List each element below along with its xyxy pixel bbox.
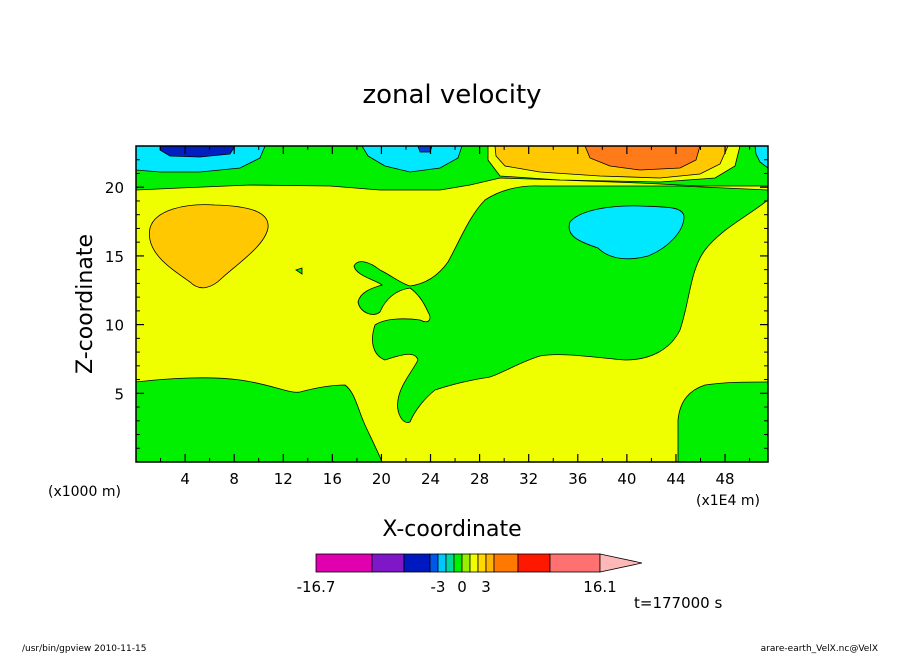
colorbar-segment	[429, 553, 439, 573]
colorbar-arrow	[599, 553, 643, 573]
region-green-bottom-left	[136, 377, 383, 462]
x-tick-label: 24	[421, 470, 440, 488]
colorbar-segment	[549, 553, 601, 573]
region-cyan-top-corner	[754, 146, 768, 169]
chart-title: zonal velocity	[362, 80, 541, 110]
colorbar-segment	[403, 553, 431, 573]
footer-right: arare-earth_VelX.nc@VelX	[761, 644, 878, 654]
x-tick-label: 20	[372, 470, 391, 488]
region-orange-blob-left	[148, 204, 269, 289]
y-axis: 5 10 15 20	[105, 145, 768, 449]
colorbar-tick-label: 3	[481, 578, 491, 596]
region-blue-top-left	[159, 146, 236, 158]
x-tick-label: 44	[666, 470, 685, 488]
colorbar-segment	[437, 553, 447, 573]
x-tick-label: 40	[617, 470, 636, 488]
colorbar-segment	[453, 553, 463, 573]
y-tick-label: 10	[105, 317, 124, 335]
x-tick-label: 8	[229, 470, 239, 488]
x-tick-label: 36	[568, 470, 587, 488]
y-tick-label: 5	[114, 385, 124, 403]
colorbar-segment	[461, 553, 471, 573]
colorbar-segment	[517, 553, 551, 573]
x-tick-label: 28	[470, 470, 489, 488]
plot-frame	[135, 145, 769, 463]
x-tick-label: 16	[323, 470, 342, 488]
time-label: t=177000 s	[634, 594, 722, 612]
x-axis-label: X-coordinate	[382, 517, 521, 542]
x-tick-label: 48	[716, 470, 735, 488]
region-cyan-blob-right	[568, 205, 685, 260]
y-unit-label: (x1000 m)	[48, 484, 121, 500]
y-axis-label: Z-coordinate	[73, 234, 98, 374]
colorbar-segment	[371, 553, 405, 573]
colorbar-segment	[485, 553, 495, 573]
region-green-bottom-right	[677, 381, 768, 462]
region-cyan-top-mid	[361, 146, 463, 173]
colorbar-tick-label: -16.7	[297, 578, 336, 596]
x-tick-label: 12	[274, 470, 293, 488]
region-small-blob	[295, 267, 303, 275]
footer-left: /usr/bin/gpview 2010-11-15	[22, 644, 146, 654]
region-darkorange-top-right	[584, 146, 701, 171]
y-tick-label: 20	[105, 179, 124, 197]
colorbar-segment	[477, 553, 487, 573]
x-axis: 4 8 12 16 20 24 28 32 36 40 44 48	[160, 146, 751, 488]
x-tick-label: 32	[519, 470, 538, 488]
colorbar-tick-label: 0	[457, 578, 467, 596]
colorbar-segment	[315, 553, 373, 573]
colorbar-segment	[445, 553, 455, 573]
x-tick-label: 4	[180, 470, 190, 488]
colorbar-tick-label: -3	[431, 578, 446, 596]
y-tick-label: 15	[105, 248, 124, 266]
colorbar-tick-label: 16.1	[583, 578, 616, 596]
plot-area	[136, 146, 768, 462]
x-unit-label: (x1E4 m)	[696, 493, 760, 509]
colorbar-segment	[469, 553, 479, 573]
region-blue-top-mid	[417, 146, 433, 153]
colorbar: -16.7 -3 0 3 16.1	[297, 553, 643, 596]
colorbar-segment	[493, 553, 519, 573]
